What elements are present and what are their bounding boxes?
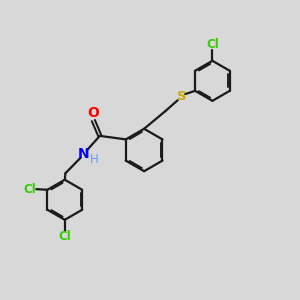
Text: Cl: Cl [58, 230, 71, 243]
Text: Cl: Cl [206, 38, 219, 51]
Text: Cl: Cl [23, 183, 36, 196]
Text: H: H [90, 153, 98, 166]
Text: N: N [78, 147, 89, 161]
Text: S: S [177, 91, 186, 103]
Text: O: O [87, 106, 99, 121]
